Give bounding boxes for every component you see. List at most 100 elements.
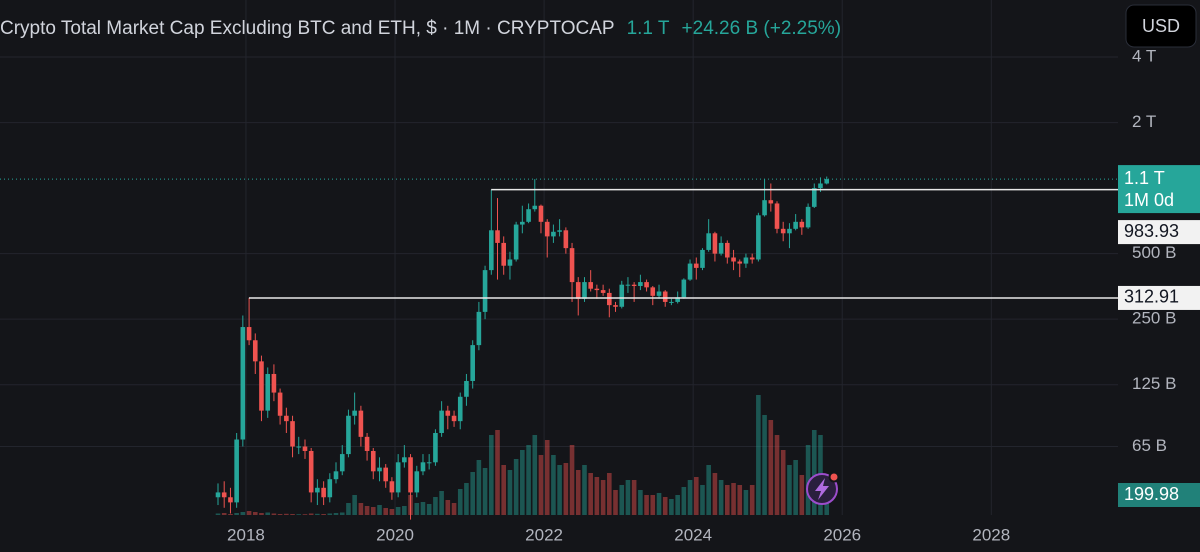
y-tick-label: 65 B [1132,436,1167,455]
candle-body [563,230,569,249]
candle-body [240,327,246,440]
volume-bar [246,511,252,515]
volume-bar [358,503,364,515]
volume-bar [551,455,556,515]
candle-body [805,206,811,228]
candle-body [408,457,413,493]
volume-bar [706,465,711,515]
volume-bar [482,468,488,515]
candle-body [426,462,432,464]
candle-body [420,462,426,472]
alert-icon[interactable] [806,471,840,505]
alert-dot [828,471,840,483]
volume-bar [625,480,631,515]
candle-body [402,457,407,463]
volume-bar [402,506,407,515]
candles [215,176,830,520]
candle-body [731,257,736,262]
volume-bar [433,497,438,515]
candle-body [625,284,631,286]
candle-body [377,467,382,472]
candle-body [756,215,761,260]
volume-bar [439,491,444,515]
candle-body [768,200,774,204]
candle-body [619,284,625,307]
candle-body [718,242,724,254]
volume-bar [594,477,600,515]
volume-bar [656,493,662,515]
volume-bar [712,473,718,515]
candle-body [395,462,401,493]
volume-bar [389,509,395,515]
candle-body [346,415,351,455]
y-tick-label: 250 B [1132,309,1176,328]
price-label: 1.1 T [1124,168,1165,188]
volume-label: 199.98 [1124,484,1179,504]
currency-label[interactable]: USD [1142,16,1180,36]
level-box [1118,285,1200,310]
candle-body [669,301,674,303]
candle-body [607,292,612,306]
volume-bar [613,490,618,515]
candle-body [358,410,364,437]
candle-body [489,230,494,271]
volume-bar [308,513,314,515]
volume-bar [234,513,239,515]
candle-body [551,231,556,237]
volume-bar [489,435,494,515]
candle-body [327,479,333,498]
volume-bar [284,513,289,515]
volume-bar [650,495,656,515]
candle-body [315,487,320,493]
level-box [1118,220,1200,245]
candle-body [557,230,562,232]
volume-box [1118,483,1200,508]
candle-body [352,410,357,416]
candle-body [476,311,482,346]
candle-body [588,282,593,289]
volume-bar [724,485,730,515]
candle-body [526,209,531,222]
candle-body [513,224,519,260]
candle-body [787,228,792,234]
volume-bar [215,513,221,515]
candle-body [662,291,668,302]
volume-bar [811,430,817,515]
volume-bar [240,512,246,515]
currency-button[interactable] [1125,4,1197,48]
candle-body [370,450,376,472]
volume-bar [277,514,283,515]
volume-bar [370,507,376,515]
volume-bar [793,460,798,515]
volume-bar [346,503,351,515]
candle-body [811,188,817,207]
x-tick-label: 2018 [227,525,265,544]
grid [0,0,1118,515]
volume-bar [768,420,774,515]
price-box [1118,165,1200,214]
volume-bar [743,490,749,515]
volume-bar [700,485,705,515]
candle-body [532,205,538,210]
candle-body [482,270,488,312]
candle-body [700,249,705,268]
candle-body [520,221,525,225]
candle-body [575,282,581,299]
candle-body [284,415,289,422]
candle-body [290,421,295,447]
volume-bar [544,440,550,515]
volume-bar [787,465,792,515]
volume-bar [718,480,724,515]
volume-bar [600,480,606,515]
volume-bar [302,514,308,515]
volume-bar [532,435,538,515]
candle-body [507,259,513,266]
candle-body [246,327,252,341]
volume-bar [252,512,258,515]
candle-body [495,230,500,243]
candle-body [339,454,345,472]
candle-body [414,471,420,493]
candle-body [631,284,637,287]
volume-bar [395,507,401,515]
